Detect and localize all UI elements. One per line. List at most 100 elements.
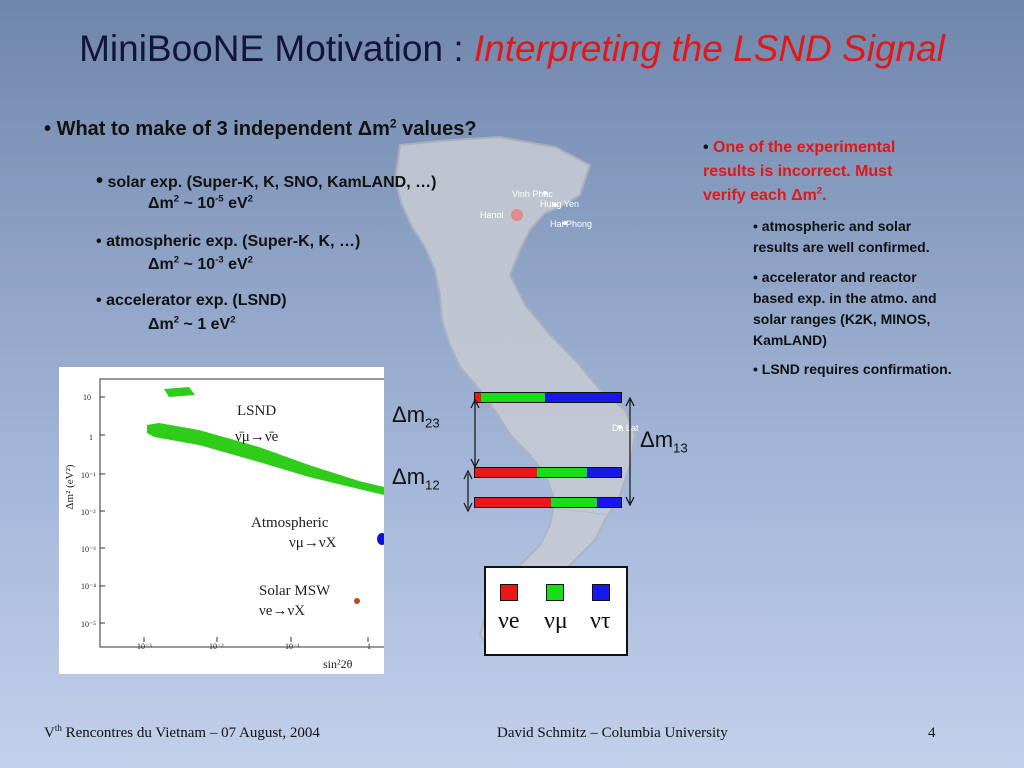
- city-hanoi: Hanoi: [480, 210, 504, 220]
- sub-item-2-line-2: based exp. in the atmo. and: [753, 290, 937, 306]
- x-axis-label: sin²2θ: [323, 657, 353, 671]
- accelerator-label: accelerator exp. (LSND): [106, 292, 287, 309]
- legend-swatch-e: [500, 584, 518, 601]
- lsnd-process: ν̄μ→ν̄e: [235, 429, 279, 445]
- city-da-lat: Da Lat: [612, 423, 639, 433]
- sub-item-2-line-1: accelerator and reactor: [761, 269, 917, 285]
- sub-item-3-line-1: LSND requires confirmation.: [761, 361, 952, 377]
- acc-eq-sup: 2: [173, 314, 180, 326]
- note-line-1: One of the experimental: [713, 139, 896, 156]
- city-hung-yen: Hung Yen: [540, 199, 579, 209]
- x-tick-1e-1: 10⁻¹: [285, 642, 300, 651]
- note-line-3: verify each Δm2.: [703, 184, 895, 208]
- sub-item-1-line-1: atmospheric and solar: [761, 218, 912, 234]
- y-tick-10: 10: [83, 393, 91, 402]
- bar-1-mu: [551, 498, 597, 507]
- x-tick-1: 1: [367, 642, 371, 651]
- right-note: • One of the experimental results is inc…: [703, 136, 895, 208]
- bar-3-mu: [481, 393, 545, 402]
- right-sub-item-2: • accelerator and reactor based exp. in …: [753, 267, 937, 351]
- bar-3-tau: [545, 393, 621, 402]
- question-delta: Δm: [357, 118, 390, 140]
- solar-eq-delta: Δm: [148, 195, 174, 212]
- dm12-text: Δm: [392, 464, 426, 489]
- bar-2-e: [475, 468, 537, 477]
- note-line-2: results is incorrect. Must: [703, 163, 893, 180]
- acc-eq-mid: ~ 1 eV: [179, 316, 231, 333]
- right-sub-item-3: • LSND requires confirmation.: [753, 361, 952, 377]
- sub-item-2-line-4: KamLAND): [753, 332, 827, 348]
- question-sup: 2: [389, 116, 397, 131]
- bar-1-e: [475, 498, 551, 507]
- accelerator-eq: Δm2 ~ 1 eV2: [148, 314, 236, 334]
- bar-1-tau: [597, 498, 621, 507]
- dm13-sub: 13: [673, 440, 688, 456]
- hanoi-marker: [511, 209, 523, 221]
- mass-bar-1: [474, 497, 622, 508]
- note-line-3-delta: Δm: [791, 187, 817, 204]
- note-line-3-prefix: verify each: [703, 187, 792, 204]
- x-tick-1e-2: 10⁻²: [209, 642, 224, 651]
- solar-eq-sup: 2: [173, 193, 180, 205]
- note-line-3-suffix: .: [822, 187, 827, 204]
- solar-region: [354, 598, 360, 604]
- solar-eq-mid: ~ 10: [179, 195, 216, 212]
- mass-bar-2: [474, 467, 622, 478]
- right-sub-item-1: • atmospheric and solar results are well…: [753, 216, 930, 258]
- legend-swatch-mu: [546, 584, 564, 601]
- footer-left-v: V: [44, 725, 55, 741]
- dm23-text: Δm: [392, 402, 426, 427]
- y-tick-1: 1: [89, 433, 93, 442]
- atm-eq-unit: eV: [223, 256, 248, 273]
- mass-bar-3: [474, 392, 622, 403]
- atmospheric-label: atmospheric exp. (Super-K, K, …): [106, 233, 361, 250]
- footer-left-rest: Rencontres du Vietnam – 07 August, 2004: [61, 725, 320, 741]
- footer-center: David Schmitz – Columbia University: [497, 725, 728, 741]
- title-highlight: Interpreting the LSND Signal: [473, 28, 945, 69]
- city-vinh-phuc: Vinh Phuc: [512, 189, 553, 199]
- atmospheric-eq: Δm2 ~ 10-3 eV2: [148, 254, 253, 274]
- note-line-3-sup: 2: [816, 185, 823, 197]
- page-number: 4: [928, 725, 936, 741]
- solar-label: Solar MSW: [259, 583, 331, 599]
- solar-eq-unit-sup: 2: [247, 193, 253, 205]
- solar-process: νe→νX: [259, 603, 305, 619]
- atm-eq-unit-sup: 2: [247, 254, 253, 266]
- y-axis-label: Δm² (eV²): [64, 464, 76, 509]
- list-item-accelerator: • accelerator exp. (LSND): [96, 292, 287, 309]
- dm23-sub: 23: [425, 415, 440, 431]
- atmospheric-region: [377, 533, 384, 545]
- dm23-label: Δm23: [392, 402, 440, 431]
- acc-eq-unit-sup: 2: [230, 314, 236, 326]
- atmospheric-process: νμ→νX: [289, 535, 337, 551]
- legend-label-e: νe: [498, 608, 520, 634]
- acc-eq-delta: Δm: [148, 316, 174, 333]
- solar-eq-unit: eV: [223, 195, 248, 212]
- bar-2-mu: [537, 468, 587, 477]
- dm12-label: Δm12: [392, 464, 440, 491]
- x-tick-1e-3: 10⁻³: [137, 642, 152, 651]
- atm-eq-sup: 2: [173, 254, 180, 266]
- solar-eq: Δm2 ~ 10-5 eV2: [148, 193, 253, 213]
- mass-diagram: Δm23 Δm12 Δm13: [392, 380, 710, 530]
- atmospheric-label: Atmospheric: [251, 515, 329, 531]
- sub-item-1-line-2: results are well confirmed.: [753, 239, 930, 255]
- y-tick-1e-5: 10⁻⁵: [81, 620, 96, 629]
- main-question: • What to make of 3 independent Δm2 valu…: [44, 116, 477, 140]
- list-item-atmospheric: • atmospheric exp. (Super-K, K, …): [96, 233, 361, 250]
- lsnd-label: LSND: [237, 403, 276, 419]
- y-tick-1e-1: 10⁻¹: [81, 471, 96, 480]
- question-suffix: values?: [396, 118, 477, 140]
- dm13-text: Δm: [640, 427, 674, 452]
- y-ticks: 10 1 10⁻¹ 10⁻² 10⁻³ 10⁻⁴ 10⁻⁵: [81, 393, 96, 629]
- lsnd-region: [164, 387, 195, 397]
- lsnd-band: [147, 423, 384, 495]
- city-hai-phong: Hai Phong: [550, 219, 592, 229]
- legend-label-tau: ντ: [590, 608, 611, 634]
- y-tick-1e-4: 10⁻⁴: [81, 582, 96, 591]
- oscillation-plot: 10 1 10⁻¹ 10⁻² 10⁻³ 10⁻⁴ 10⁻⁵ 10⁻³ 10⁻² …: [59, 367, 384, 674]
- y-tick-1e-2: 10⁻²: [81, 508, 96, 517]
- list-item-solar: • solar exp. (Super-K, K, SNO, KamLAND, …: [96, 170, 437, 192]
- solar-label: solar exp. (Super-K, K, SNO, KamLAND, …): [107, 174, 437, 191]
- legend-swatch-tau: [592, 584, 610, 601]
